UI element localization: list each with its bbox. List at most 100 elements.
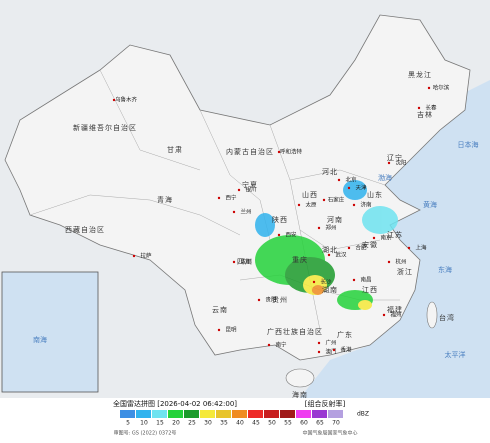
city-label: 南昌 bbox=[360, 276, 371, 284]
city-marker bbox=[317, 350, 321, 354]
region-label: 四川 bbox=[237, 258, 253, 266]
legend-swatch bbox=[184, 410, 199, 418]
sea-label: 东海 bbox=[438, 265, 452, 274]
legend-tick-label: 45 bbox=[252, 420, 260, 427]
source: 中国气象局国家气象中心 bbox=[302, 430, 357, 437]
sea-label: 日本海 bbox=[458, 140, 479, 149]
city-marker bbox=[237, 188, 241, 192]
region-label: 吉林 bbox=[417, 110, 433, 119]
city-marker bbox=[387, 161, 391, 165]
region-label: 江西 bbox=[362, 286, 378, 294]
city-marker bbox=[132, 254, 136, 258]
region-label: 江苏 bbox=[387, 230, 403, 239]
city-marker bbox=[297, 203, 301, 207]
legend-swatch bbox=[136, 410, 151, 418]
city-label: 昆明 bbox=[225, 327, 237, 334]
region-label: 甘肃 bbox=[167, 145, 183, 154]
region-label: 湖北 bbox=[322, 245, 338, 254]
region-label: 河南 bbox=[327, 215, 343, 224]
city-marker bbox=[322, 198, 326, 202]
city-label: 澳门 bbox=[325, 348, 336, 356]
region-label: 海南 bbox=[292, 390, 308, 399]
legend-tick-label: 55 bbox=[284, 420, 292, 427]
region-label: 贵州 bbox=[272, 295, 288, 304]
region-label: 广西壮族自治区 bbox=[267, 327, 323, 336]
region-label: 内蒙古自治区 bbox=[226, 147, 274, 156]
region-label: 台湾 bbox=[439, 313, 455, 322]
unit: dBZ bbox=[357, 411, 369, 418]
region-label: 云南 bbox=[212, 305, 228, 314]
city-marker bbox=[317, 341, 321, 345]
city-marker bbox=[312, 280, 316, 284]
legend-swatch bbox=[200, 410, 215, 418]
city-label: 兰州 bbox=[240, 208, 251, 216]
legend-swatch bbox=[312, 410, 327, 418]
legend-tick-label: 10 bbox=[140, 420, 148, 427]
city-label: 呼和浩特 bbox=[280, 148, 303, 156]
region-label: 湖南 bbox=[322, 285, 338, 294]
region-label: 山东 bbox=[367, 190, 383, 199]
city-marker bbox=[232, 260, 236, 264]
city-marker bbox=[427, 86, 431, 90]
city-label: 长沙 bbox=[320, 278, 332, 286]
city-marker bbox=[372, 236, 376, 240]
region-label: 宁夏 bbox=[242, 180, 258, 189]
city-marker bbox=[337, 178, 341, 182]
city-marker bbox=[112, 98, 116, 102]
city-label: 天津 bbox=[355, 185, 367, 192]
legend-swatch bbox=[232, 410, 247, 418]
ocean bbox=[300, 80, 490, 398]
sea-label: 渤海 bbox=[378, 173, 392, 182]
region-label: 陕西 bbox=[272, 215, 288, 224]
city-marker bbox=[232, 210, 236, 214]
legend-swatch bbox=[152, 410, 167, 418]
region-label: 西藏自治区 bbox=[65, 225, 105, 234]
region-label: 山西 bbox=[302, 190, 318, 199]
region-label: 广东 bbox=[337, 330, 353, 339]
legend-panel bbox=[0, 398, 490, 439]
city-label: 长春 bbox=[425, 104, 437, 112]
sea-label: 南海 bbox=[33, 335, 47, 344]
city-label: 福州 bbox=[390, 311, 401, 319]
china-outline bbox=[4, 14, 471, 361]
legend-swatch bbox=[248, 410, 263, 418]
south-china-sea-inset bbox=[1, 271, 99, 393]
city-marker bbox=[352, 278, 356, 282]
city-marker bbox=[277, 150, 281, 154]
city-label: 西安 bbox=[285, 231, 297, 239]
legend-swatch bbox=[328, 410, 343, 418]
legend-tick-label: 25 bbox=[188, 420, 196, 427]
legend-tick-label: 35 bbox=[220, 420, 228, 427]
city-label: 沈阳 bbox=[395, 159, 406, 167]
region-label: 青海 bbox=[157, 195, 173, 204]
city-label: 广州 bbox=[325, 339, 336, 347]
legend-tick-label: 20 bbox=[172, 420, 180, 427]
legend-swatch bbox=[168, 410, 183, 418]
legend-swatch bbox=[120, 410, 135, 418]
city-marker bbox=[267, 343, 271, 347]
product-name: [组合反射率] bbox=[305, 399, 346, 408]
city-label: 贵阳 bbox=[265, 296, 276, 304]
city-label: 合肥 bbox=[355, 244, 367, 252]
city-label: 西宁 bbox=[225, 194, 237, 202]
sea-label: 黄海 bbox=[423, 200, 437, 209]
city-label: 北京 bbox=[345, 176, 357, 184]
city-label: 上海 bbox=[415, 244, 427, 252]
city-label: 郑州 bbox=[325, 224, 336, 232]
city-marker bbox=[382, 313, 386, 317]
city-marker bbox=[347, 246, 351, 250]
city-label: 成都 bbox=[240, 258, 252, 266]
city-label: 哈尔滨 bbox=[433, 84, 450, 92]
city-marker bbox=[217, 196, 221, 200]
region-label: 浙江 bbox=[397, 267, 413, 276]
city-marker bbox=[347, 186, 351, 190]
legend-tick-label: 65 bbox=[316, 420, 324, 427]
city-label: 乌鲁木齐 bbox=[115, 96, 138, 104]
city-marker bbox=[257, 298, 261, 302]
city-label: 济南 bbox=[360, 201, 372, 209]
city-marker bbox=[417, 106, 421, 110]
legend-tick-label: 60 bbox=[300, 420, 308, 427]
region-label: 河北 bbox=[322, 168, 338, 176]
legend-tick-label: 30 bbox=[204, 420, 212, 427]
legend-tick-label: 15 bbox=[156, 420, 164, 427]
